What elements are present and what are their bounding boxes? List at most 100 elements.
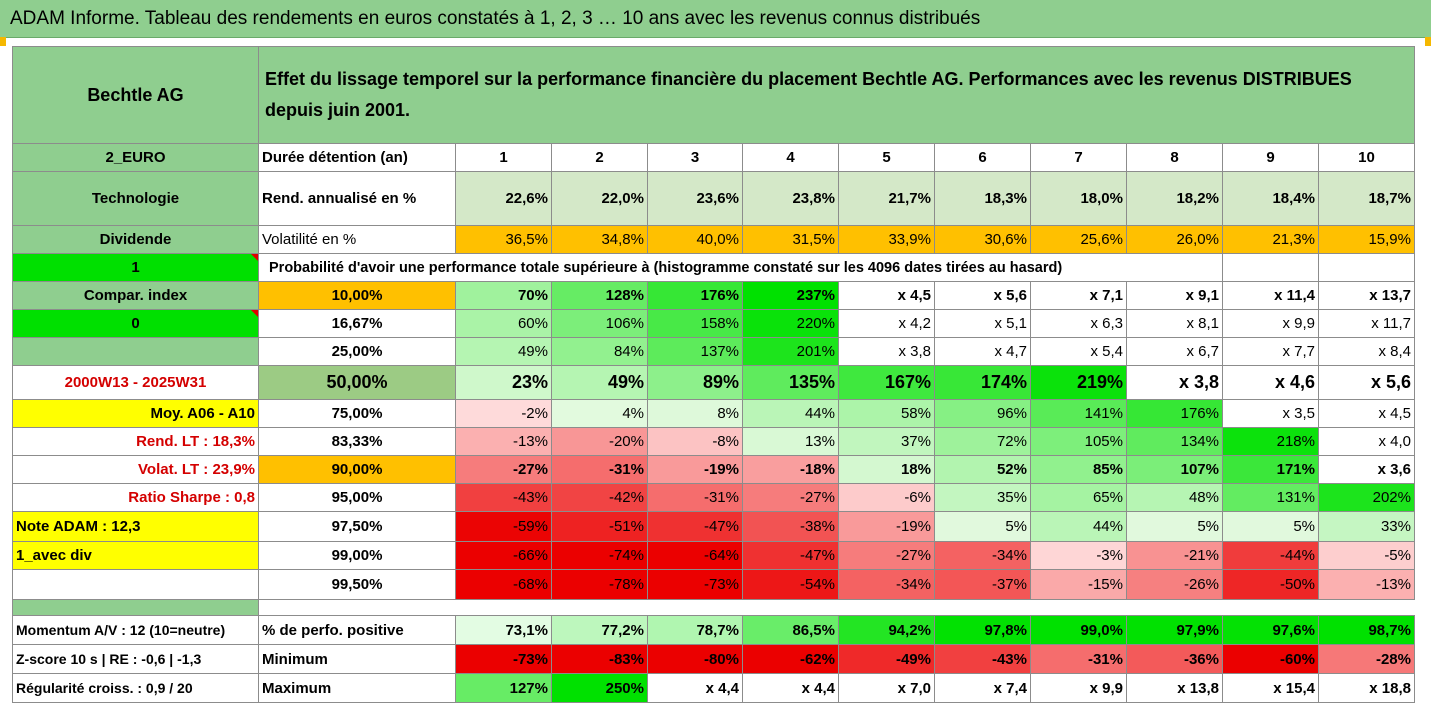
percentile-cell: 97,50% bbox=[258, 511, 456, 542]
probability-value: -50% bbox=[1222, 569, 1319, 600]
input-cell-1[interactable]: 1 bbox=[12, 253, 259, 282]
probability-value: x 4,7 bbox=[934, 337, 1031, 366]
year-header: 2 bbox=[551, 143, 648, 172]
rend-value: 22,0% bbox=[551, 171, 648, 226]
rend-value: 23,6% bbox=[647, 171, 743, 226]
probability-value: x 3,6 bbox=[1318, 455, 1415, 484]
probability-value: -5% bbox=[1318, 541, 1415, 570]
probability-value: 13% bbox=[742, 427, 839, 456]
probability-value: 131% bbox=[1222, 483, 1319, 512]
vol-value: 36,5% bbox=[455, 225, 552, 254]
probability-value: 134% bbox=[1126, 427, 1223, 456]
probability-value: 44% bbox=[742, 399, 839, 428]
year-header: 9 bbox=[1222, 143, 1319, 172]
probability-value: -27% bbox=[838, 541, 935, 570]
period-cell: 2000W13 - 2025W31 bbox=[12, 365, 259, 400]
maximum-value: x 18,8 bbox=[1318, 673, 1415, 703]
probability-value: -54% bbox=[742, 569, 839, 600]
rend-label: Rend. annualisé en % bbox=[258, 171, 456, 226]
probability-value: x 8,4 bbox=[1318, 337, 1415, 366]
probability-value: 33% bbox=[1318, 511, 1415, 542]
probability-value: 37% bbox=[838, 427, 935, 456]
probability-value: x 4,5 bbox=[1318, 399, 1415, 428]
probability-value: -59% bbox=[455, 511, 552, 542]
title-bar: ADAM Informe. Tableau des rendements en … bbox=[0, 0, 1431, 38]
positive-value: 98,7% bbox=[1318, 615, 1415, 645]
spacer-row bbox=[259, 600, 1415, 616]
compar-index-cell: Compar. index bbox=[12, 281, 259, 310]
probability-value: -13% bbox=[1318, 569, 1415, 600]
duration-label: Durée détention (an) bbox=[258, 143, 456, 172]
positive-value: 73,1% bbox=[455, 615, 552, 645]
probability-value: 201% bbox=[742, 337, 839, 366]
probability-value: -3% bbox=[1030, 541, 1127, 570]
maximum-value: x 7,4 bbox=[934, 673, 1031, 703]
rend-lt-cell: Rend. LT : 18,3% bbox=[12, 427, 259, 456]
positive-value: 86,5% bbox=[742, 615, 839, 645]
percentile-cell: 83,33% bbox=[258, 427, 456, 456]
probability-value: x 11,4 bbox=[1222, 281, 1319, 310]
probability-value: -42% bbox=[551, 483, 648, 512]
positive-value: 99,0% bbox=[1030, 615, 1127, 645]
probability-value: 60% bbox=[455, 309, 552, 338]
probability-value: -68% bbox=[455, 569, 552, 600]
spacer-cell bbox=[12, 599, 259, 616]
minimum-value: -60% bbox=[1222, 644, 1319, 674]
rend-value: 18,2% bbox=[1126, 171, 1223, 226]
percentile-cell: 90,00% bbox=[258, 455, 456, 484]
minimum-value: -80% bbox=[647, 644, 743, 674]
vol-value: 33,9% bbox=[838, 225, 935, 254]
probability-value: -15% bbox=[1030, 569, 1127, 600]
probability-value: -64% bbox=[647, 541, 743, 570]
probability-value: x 7,7 bbox=[1222, 337, 1319, 366]
vol-value: 26,0% bbox=[1126, 225, 1223, 254]
probability-value: x 9,1 bbox=[1126, 281, 1223, 310]
percentile-cell: 99,00% bbox=[258, 541, 456, 570]
probability-value: 176% bbox=[647, 281, 743, 310]
probability-value: -26% bbox=[1126, 569, 1223, 600]
sharpe-cell: Ratio Sharpe : 0,8 bbox=[12, 483, 259, 512]
probability-value: 141% bbox=[1030, 399, 1127, 428]
percentile-cell: 75,00% bbox=[258, 399, 456, 428]
probability-value: 171% bbox=[1222, 455, 1319, 484]
year-header: 4 bbox=[742, 143, 839, 172]
maximum-value: 127% bbox=[455, 673, 552, 703]
probability-value: 137% bbox=[647, 337, 743, 366]
percentile-cell: 95,00% bbox=[258, 483, 456, 512]
probability-value: 220% bbox=[742, 309, 839, 338]
probability-value: -43% bbox=[455, 483, 552, 512]
probability-value: 135% bbox=[742, 365, 839, 400]
vol-value: 25,6% bbox=[1030, 225, 1127, 254]
probability-value: 237% bbox=[742, 281, 839, 310]
probability-value: -27% bbox=[455, 455, 552, 484]
probability-value: 5% bbox=[1126, 511, 1223, 542]
sector-cell: Technologie bbox=[12, 171, 259, 226]
year-header: 10 bbox=[1318, 143, 1415, 172]
input-cell-0[interactable]: 0 bbox=[12, 309, 259, 338]
probability-value: x 6,3 bbox=[1030, 309, 1127, 338]
probability-value: 8% bbox=[647, 399, 743, 428]
minimum-label: Minimum bbox=[258, 644, 456, 674]
empty-cell bbox=[1318, 253, 1415, 282]
probability-value: x 6,7 bbox=[1126, 337, 1223, 366]
probability-value: -27% bbox=[742, 483, 839, 512]
vol-label: Volatilité en % bbox=[258, 225, 456, 254]
momentum-cell: Momentum A/V : 12 (10=neutre) bbox=[12, 615, 259, 645]
probability-value: -31% bbox=[551, 455, 648, 484]
year-header: 1 bbox=[455, 143, 552, 172]
vol-value: 40,0% bbox=[647, 225, 743, 254]
probability-value: 105% bbox=[1030, 427, 1127, 456]
probability-value: 48% bbox=[1126, 483, 1223, 512]
year-header: 8 bbox=[1126, 143, 1223, 172]
rend-value: 22,6% bbox=[455, 171, 552, 226]
positive-value: 97,9% bbox=[1126, 615, 1223, 645]
year-header: 7 bbox=[1030, 143, 1127, 172]
probability-value: 202% bbox=[1318, 483, 1415, 512]
probability-value: x 13,7 bbox=[1318, 281, 1415, 310]
probability-value: 49% bbox=[455, 337, 552, 366]
minimum-value: -28% bbox=[1318, 644, 1415, 674]
year-header: 5 bbox=[838, 143, 935, 172]
corner-mark-left bbox=[0, 37, 6, 46]
probability-value: -2% bbox=[455, 399, 552, 428]
maximum-value: x 15,4 bbox=[1222, 673, 1319, 703]
